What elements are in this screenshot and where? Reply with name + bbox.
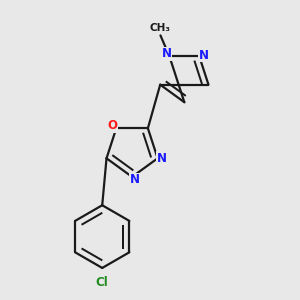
Text: N: N [199, 49, 209, 62]
Text: N: N [157, 152, 167, 165]
Text: O: O [108, 119, 118, 132]
Text: Cl: Cl [96, 276, 109, 289]
Text: N: N [130, 173, 140, 186]
Text: N: N [161, 47, 171, 60]
Text: CH₃: CH₃ [150, 23, 171, 33]
